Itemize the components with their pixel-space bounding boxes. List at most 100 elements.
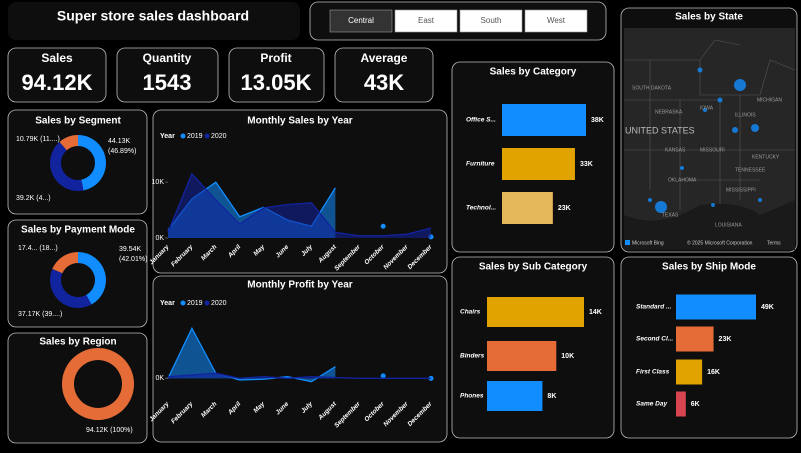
chart-title: Sales by Payment Mode: [21, 225, 135, 236]
data-label: 10.79K (11....): [16, 136, 60, 143]
filter-button[interactable]: [329, 9, 393, 33]
bar: [502, 104, 586, 136]
series-area: [168, 328, 336, 382]
data-label: 37.17K (39....): [18, 311, 62, 318]
chart-title: Sales by Sub Category: [479, 262, 588, 273]
donut-slice: [50, 141, 84, 191]
data-label: 8K: [547, 393, 556, 400]
filter-button[interactable]: [394, 9, 458, 33]
data-label: 16K: [707, 369, 720, 376]
category-label: Office S...: [466, 117, 496, 124]
y-tick-label: 10K: [152, 179, 165, 186]
data-point: [380, 373, 386, 379]
bing-logo: [625, 240, 630, 245]
map-label: OKLAHOMA: [668, 177, 697, 183]
chart-title: Sales by Ship Mode: [662, 262, 756, 273]
title-card: [8, 2, 300, 40]
chart-title: Sales by Segment: [35, 116, 121, 127]
data-label: 14K: [589, 309, 602, 316]
legend-title: Year: [160, 133, 175, 140]
map-label: MICHIGAN: [757, 97, 782, 103]
map-bubble: [711, 203, 715, 207]
bar: [487, 297, 584, 327]
data-point: [380, 223, 386, 229]
donut-slice: [78, 135, 106, 191]
legend-swatch: [180, 300, 186, 306]
data-label: 6K: [691, 401, 700, 408]
category-label: Binders: [460, 353, 485, 360]
map-credit: Terms: [767, 240, 781, 246]
legend-label: 2020: [211, 300, 227, 307]
bar: [676, 391, 686, 417]
bar: [487, 381, 543, 411]
map-title: Sales by State: [675, 12, 743, 23]
legend-label: 2019: [187, 133, 203, 140]
map-bubble: [732, 127, 738, 133]
data-label: 33K: [580, 161, 593, 168]
bar: [676, 326, 714, 352]
category-label: Technol...: [466, 205, 496, 212]
chart-card: [7, 109, 148, 215]
map-credit: Microsoft Bing: [632, 240, 664, 246]
data-label-box: 39.54K (42.01%): [119, 246, 148, 263]
legend-label: 2020: [211, 133, 227, 140]
filter-label[interactable]: Central: [348, 16, 374, 25]
map-credit: © 2025 Microsoft Corporation: [687, 239, 753, 246]
data-label: 10K: [561, 353, 574, 360]
map-label: NEBRASKA: [655, 109, 683, 115]
map-bubble: [717, 97, 723, 103]
bar: [487, 341, 557, 371]
data-label: 39.54K (42.01%): [119, 246, 148, 263]
chart-card: [7, 219, 148, 328]
kpi-label: Profit: [260, 51, 291, 65]
filter-button[interactable]: [524, 9, 588, 33]
category-label: Standard ...: [636, 304, 672, 311]
category-label: Phones: [460, 393, 484, 400]
map-label: TENNESSEE: [735, 167, 766, 173]
map-bubble: [655, 201, 667, 213]
donut-slice: [61, 348, 134, 420]
kpi-label: Quantity: [143, 51, 192, 65]
category-label: First Class: [636, 369, 670, 376]
map-bubble: [697, 67, 703, 73]
filter-label[interactable]: West: [547, 16, 566, 25]
series-area: [168, 173, 431, 238]
data-label: 39.2K (4...): [16, 195, 51, 202]
bar: [502, 148, 575, 180]
donut-slice: [78, 252, 107, 305]
series-line: [167, 172, 432, 237]
map-label: UNITED STATES: [625, 125, 695, 135]
category-label: Same Day: [636, 401, 667, 408]
data-label-box: 44.13K (46.89%): [108, 138, 137, 155]
kpi-card: [228, 47, 325, 103]
map-labels: UNITED STATES SOUTH DAKOTA NEBRASKA KANSAS O…: [625, 85, 782, 246]
category-label: Second Cl...: [636, 336, 673, 343]
bar: [676, 359, 703, 385]
donut-slice: [59, 135, 78, 151]
bar: [502, 192, 553, 224]
category-label: Furniture: [466, 161, 495, 168]
chart-card: [152, 275, 448, 443]
map-label: KANSAS: [665, 147, 686, 153]
filter-label[interactable]: South: [481, 16, 502, 25]
filter-button[interactable]: [459, 9, 523, 33]
kpi-card: [116, 47, 219, 103]
kpi-value: 13.05K: [241, 70, 312, 95]
map-bubble: [680, 166, 684, 170]
legend-title: Year: [160, 300, 175, 307]
kpi-value: 1543: [143, 70, 192, 95]
data-label: 17.4... (18...): [18, 245, 58, 252]
legend-swatch: [204, 300, 210, 306]
series-line: [167, 372, 431, 379]
chart-title: Monthly Sales by Year: [247, 116, 353, 127]
data-label: 44.13K (46.89%): [108, 138, 137, 155]
map-bubble: [703, 108, 707, 112]
chart-title: Sales by Region: [39, 337, 116, 348]
kpi-card: [7, 47, 107, 103]
map-bubble: [734, 79, 746, 91]
kpi-value: 43K: [364, 70, 404, 95]
filter-label[interactable]: East: [418, 16, 435, 25]
map-bubble: [751, 124, 759, 132]
dashboard-title: Super store sales dashboard: [57, 8, 249, 24]
